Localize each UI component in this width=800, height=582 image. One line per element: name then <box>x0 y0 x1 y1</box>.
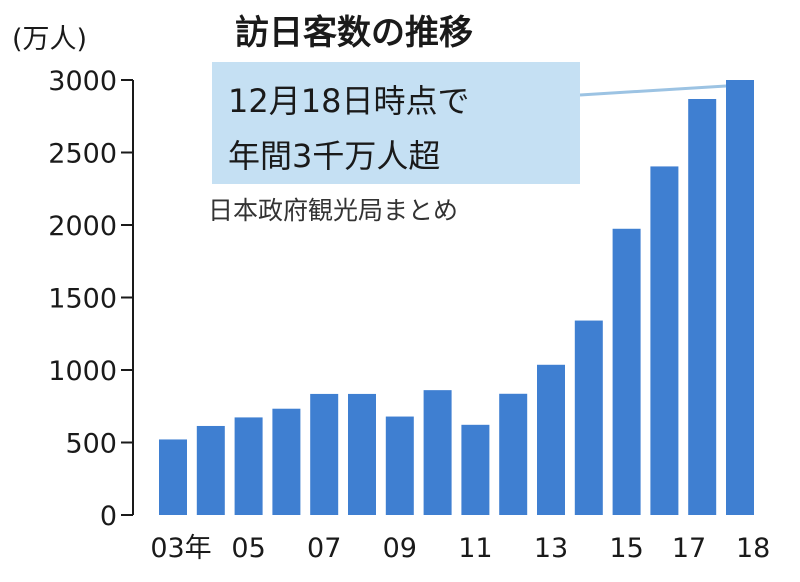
bar-10 <box>423 390 452 515</box>
x-tick-label: 09 <box>383 533 417 564</box>
bar-13 <box>537 364 565 515</box>
x-tick-label: 03年 <box>150 533 211 564</box>
annotation-leader-line <box>579 84 727 97</box>
y-tick-label: 2500 <box>48 139 117 170</box>
bar-18 <box>726 80 754 515</box>
bar-04 <box>196 425 225 515</box>
x-tick-label: 18 <box>736 533 770 564</box>
y-tick-label: 500 <box>65 429 117 460</box>
y-axis-unit: (万人) <box>12 24 87 55</box>
y-tick-label: 2000 <box>48 211 117 242</box>
bar-09 <box>385 416 414 515</box>
bar-12 <box>499 393 528 515</box>
source-note: 日本政府観光局まとめ <box>208 196 458 225</box>
x-tick-label: 15 <box>609 533 643 564</box>
annotation-line-2: 年間3千万人超 <box>228 137 440 175</box>
bar-11 <box>461 424 490 515</box>
x-tick-label: 05 <box>231 533 265 564</box>
annotation-box <box>212 62 580 184</box>
annotation-line-1: 12月18日時点で <box>228 82 469 120</box>
y-tick-label: 0 <box>100 501 117 532</box>
bar-07 <box>310 393 339 515</box>
bars-group <box>159 80 754 516</box>
chart-title: 訪日客数の推移 <box>235 13 473 53</box>
y-axis-ticks: 0 500 1000 1500 2000 2500 3000 <box>48 66 133 532</box>
x-tick-label: 07 <box>307 533 341 564</box>
x-tick-label: 17 <box>672 533 706 564</box>
bar-05 <box>234 417 263 515</box>
y-tick-label: 1500 <box>48 284 117 315</box>
y-tick-label: 1000 <box>48 356 117 387</box>
bar-08 <box>348 393 376 515</box>
bar-06 <box>272 408 301 515</box>
bar-16 <box>650 166 679 516</box>
bar-14 <box>574 320 603 515</box>
bar-03 <box>159 439 187 515</box>
bar-15 <box>612 228 641 515</box>
x-tick-label: 11 <box>458 533 492 564</box>
bar-17 <box>688 98 717 516</box>
x-tick-label: 13 <box>534 533 568 564</box>
x-axis-ticks: 03年 05 07 09 11 13 15 17 18 <box>150 533 770 564</box>
y-tick-label: 3000 <box>48 66 117 97</box>
